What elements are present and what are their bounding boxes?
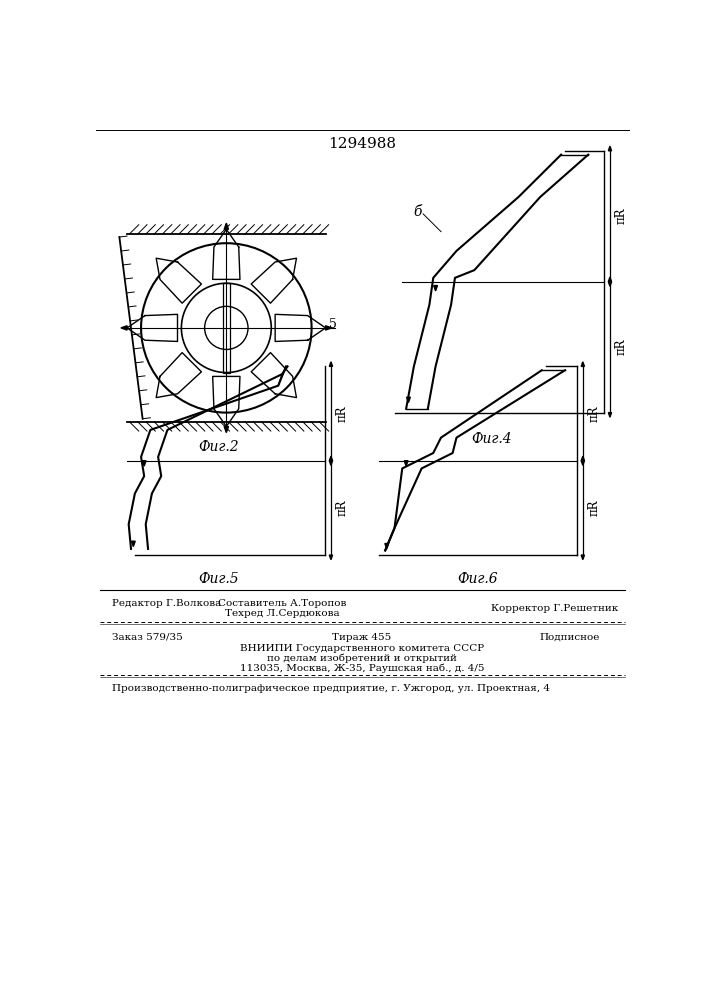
Polygon shape: [385, 544, 389, 549]
Text: πR: πR: [588, 405, 600, 422]
Text: πR: πR: [335, 405, 349, 422]
Polygon shape: [329, 456, 332, 461]
Text: по делам изобретений и открытий: по делам изобретений и открытий: [267, 654, 457, 663]
Polygon shape: [581, 456, 585, 461]
Text: πR: πR: [614, 208, 627, 225]
Polygon shape: [608, 413, 612, 417]
Text: Производственно-полиграфическое предприятие, г. Ужгород, ул. Проектная, 4: Производственно-полиграфическое предприя…: [112, 684, 549, 693]
Polygon shape: [581, 555, 585, 560]
Text: Фиг.5: Фиг.5: [198, 572, 238, 586]
Polygon shape: [132, 541, 135, 547]
Text: б: б: [413, 205, 421, 219]
Polygon shape: [581, 362, 585, 366]
Text: Заказ 579/35: Заказ 579/35: [112, 633, 182, 642]
Polygon shape: [329, 362, 332, 366]
Text: 5: 5: [329, 318, 337, 331]
Polygon shape: [325, 326, 332, 330]
Polygon shape: [433, 286, 438, 291]
Polygon shape: [224, 223, 228, 229]
Text: Техред Л.Сердюкова: Техред Л.Сердюкова: [225, 609, 339, 618]
Text: 113035, Москва, Ж-35, Раушская наб., д. 4/5: 113035, Москва, Ж-35, Раушская наб., д. …: [240, 664, 484, 673]
Polygon shape: [329, 461, 332, 465]
Polygon shape: [608, 277, 612, 282]
Polygon shape: [224, 426, 228, 433]
Text: ВНИИПИ Государственного комитета СССР: ВНИИПИ Государственного комитета СССР: [240, 644, 484, 653]
Text: πR: πR: [335, 500, 349, 516]
Text: πR: πR: [588, 500, 600, 516]
Text: Подписное: Подписное: [539, 633, 600, 642]
Text: Составитель А.Торопов: Составитель А.Торопов: [218, 599, 346, 608]
Text: Тираж 455: Тираж 455: [332, 633, 392, 642]
Text: Фиг.2: Фиг.2: [198, 440, 239, 454]
Text: 1294988: 1294988: [328, 137, 396, 151]
Text: Редактор Г.Волкова: Редактор Г.Волкова: [112, 599, 221, 608]
Bar: [223, 283, 230, 373]
Polygon shape: [404, 461, 408, 466]
Polygon shape: [329, 555, 332, 560]
Polygon shape: [142, 461, 146, 466]
Text: πR: πR: [614, 339, 627, 355]
Polygon shape: [121, 326, 127, 330]
Polygon shape: [608, 282, 612, 286]
Text: Фиг.4: Фиг.4: [471, 432, 512, 446]
Text: Корректор Г.Решетник: Корректор Г.Решетник: [491, 604, 619, 613]
Polygon shape: [581, 461, 585, 465]
Text: Фиг.6: Фиг.6: [457, 572, 498, 586]
Polygon shape: [407, 397, 410, 403]
Polygon shape: [608, 146, 612, 151]
